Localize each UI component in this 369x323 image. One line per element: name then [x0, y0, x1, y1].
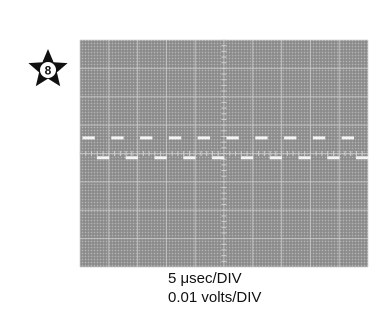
scope-graticule: [79, 39, 369, 268]
volts-scale-label: 0.01 volts/DIV: [168, 289, 262, 306]
waveform-trace: [82, 136, 369, 160]
badge-circle: [40, 62, 56, 78]
star-badge-icon: 8: [28, 49, 68, 87]
time-base-label: 5 μsec/DIV: [168, 270, 242, 287]
badge-number: 8: [45, 64, 52, 78]
